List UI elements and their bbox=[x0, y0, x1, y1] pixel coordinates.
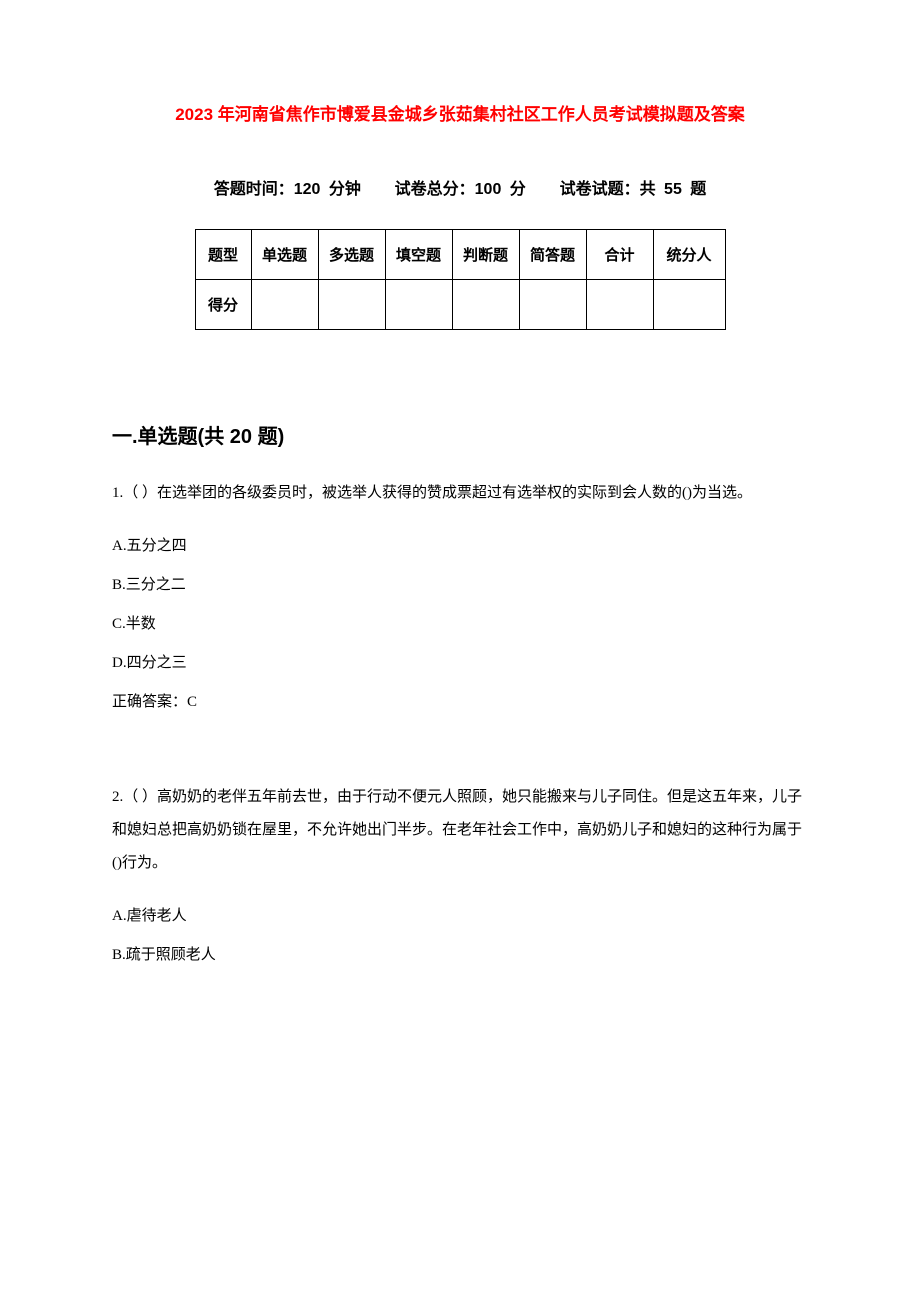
score-label: 试卷总分： bbox=[395, 181, 475, 198]
time-value: 120 分钟 bbox=[294, 181, 361, 198]
score-cell bbox=[452, 280, 519, 330]
question-2-option-b: B.疏于照顾老人 bbox=[112, 943, 808, 964]
header-score-label: 得分 bbox=[195, 280, 251, 330]
answer-label: 正确答案： bbox=[112, 694, 187, 710]
count-value: 共 55 题 bbox=[640, 181, 707, 198]
col-fill: 填空题 bbox=[385, 230, 452, 280]
score-table: 题型 单选题 多选题 填空题 判断题 简答题 合计 统分人 得分 bbox=[195, 229, 726, 330]
section-heading: 一.单选题(共 20 题) bbox=[112, 420, 808, 449]
question-2-text: 2.（ ）高奶奶的老伴五年前去世，由于行动不便元人照顾，她只能搬来与儿子同住。但… bbox=[112, 781, 808, 880]
exam-info-line: 答题时间：120 分钟 试卷总分：100 分 试卷试题：共 55 题 bbox=[112, 175, 808, 199]
score-cell bbox=[519, 280, 586, 330]
score-value: 100 分 bbox=[475, 181, 526, 198]
document-title: 2023 年河南省焦作市博爱县金城乡张茹集村社区工作人员考试模拟题及答案 bbox=[112, 100, 808, 125]
col-judge: 判断题 bbox=[452, 230, 519, 280]
score-cell bbox=[251, 280, 318, 330]
question-1-option-b: B.三分之二 bbox=[112, 573, 808, 594]
col-single: 单选题 bbox=[251, 230, 318, 280]
question-number: 1. bbox=[112, 485, 123, 501]
question-number: 2. bbox=[112, 789, 123, 805]
table-row: 题型 单选题 多选题 填空题 判断题 简答题 合计 统分人 bbox=[195, 230, 725, 280]
time-label: 答题时间： bbox=[214, 181, 294, 198]
count-label: 试卷试题： bbox=[560, 181, 640, 198]
question-1-answer: 正确答案：C bbox=[112, 690, 808, 711]
table-row: 得分 bbox=[195, 280, 725, 330]
question-1-option-c: C.半数 bbox=[112, 612, 808, 633]
question-body: （ ）高奶奶的老伴五年前去世，由于行动不便元人照顾，她只能搬来与儿子同住。但是这… bbox=[112, 789, 802, 871]
question-body: （ ）在选举团的各级委员时，被选举人获得的赞成票超过有选举权的实际到会人数的()… bbox=[123, 485, 752, 501]
header-type-label: 题型 bbox=[195, 230, 251, 280]
score-cell bbox=[318, 280, 385, 330]
question-2-option-a: A.虐待老人 bbox=[112, 904, 808, 925]
answer-value: C bbox=[187, 694, 197, 710]
col-short: 简答题 bbox=[519, 230, 586, 280]
col-multi: 多选题 bbox=[318, 230, 385, 280]
score-cell bbox=[385, 280, 452, 330]
question-1-text: 1.（ ）在选举团的各级委员时，被选举人获得的赞成票超过有选举权的实际到会人数的… bbox=[112, 477, 808, 510]
question-1-option-d: D.四分之三 bbox=[112, 651, 808, 672]
score-cell bbox=[653, 280, 725, 330]
score-cell bbox=[586, 280, 653, 330]
question-1-option-a: A.五分之四 bbox=[112, 534, 808, 555]
col-scorer: 统分人 bbox=[653, 230, 725, 280]
col-total: 合计 bbox=[586, 230, 653, 280]
